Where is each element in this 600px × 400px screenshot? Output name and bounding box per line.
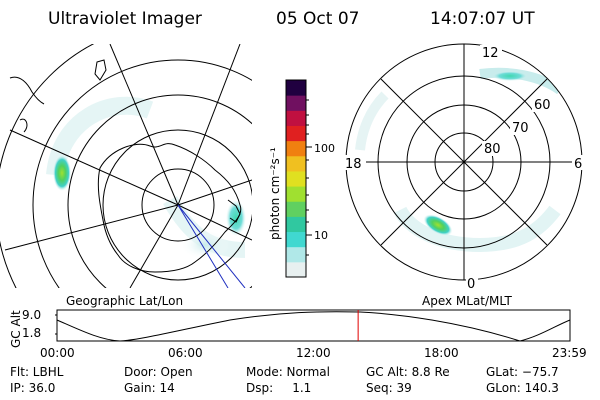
- colorbar-cell: [286, 125, 306, 142]
- status-door: Door: Open: [124, 365, 193, 379]
- latitude-circles: [0, 44, 252, 288]
- mlat-label-70: 70: [512, 121, 529, 136]
- mlt-label-noon: 12: [482, 46, 499, 61]
- island-outline: [94, 59, 107, 81]
- colorbar-cell: [286, 140, 306, 157]
- colorbar-tick-100: 100: [314, 142, 335, 155]
- altitude-tick-min: 1.8: [22, 326, 41, 340]
- mlt-meridians: [346, 44, 582, 280]
- time-tick-0600: 06:00: [168, 346, 203, 360]
- altitude-plot-frame: [56, 309, 571, 342]
- altitude-axis-label: GC Alt: [9, 310, 23, 348]
- status-dsp: Dsp: 1.1: [246, 381, 312, 395]
- altitude-tick-max: 9.0: [22, 308, 41, 322]
- antarctica-coastline: [97, 143, 242, 273]
- status-seq: Seq: 39: [366, 381, 412, 395]
- observation-date: 05 Oct 07: [276, 9, 360, 29]
- colorbar-cell: [286, 261, 306, 278]
- colorbar-tick-10: 10: [314, 229, 328, 242]
- colorbar-cell: [286, 170, 306, 187]
- colorbar-unit-label: photon cm⁻²s⁻¹: [268, 147, 282, 240]
- colorbar-cell: [286, 80, 306, 96]
- south-america-coast: [9, 76, 45, 133]
- aurora-hotspot-dayside: [492, 71, 528, 81]
- altitude-curve: [56, 311, 571, 342]
- altitude-strip: GC Alt 9.0 1.8 00:00 06:00 12:00 18:00 2…: [9, 308, 587, 360]
- orbit-track: [177, 204, 246, 288]
- left-map-caption: Geographic Lat/Lon: [66, 294, 183, 308]
- status-filter: Flt: LBHL: [10, 365, 64, 379]
- meridian-lines: [4, 44, 252, 288]
- geographic-map: [0, 44, 252, 288]
- mlat-label-60: 60: [534, 98, 551, 113]
- colorbar: 100 10 photon cm⁻²s⁻¹: [268, 79, 335, 278]
- time-tick-1800: 18:00: [424, 346, 459, 360]
- colorbar-cell: [286, 110, 306, 126]
- time-tick-2359: 23:59: [552, 346, 587, 360]
- status-gain: Gain: 14: [124, 381, 175, 395]
- colorbar-cell: [286, 231, 306, 248]
- aurora-hotspot-left: [53, 155, 71, 191]
- mlt-label-dusk: 18: [345, 157, 362, 172]
- colorbar-cell: [286, 216, 306, 233]
- right-map-caption: Apex MLat/MLT: [422, 294, 512, 308]
- instrument-title: Ultraviolet Imager: [48, 9, 202, 29]
- status-glat: GLat: −75.7: [486, 365, 559, 379]
- status-glon: GLon: 140.3: [486, 381, 559, 395]
- mlat-label-80: 80: [484, 142, 501, 157]
- apex-map: 12 18 6 0 60 70 80: [342, 43, 586, 292]
- coast-fragment-right: [227, 199, 241, 223]
- colorbar-cell: [286, 201, 306, 217]
- status-gc-alt: GC Alt: 8.8 Re: [366, 365, 450, 379]
- time-tick-0000: 00:00: [40, 346, 75, 360]
- status-mode: Mode: Normal: [246, 365, 330, 379]
- colorbar-cell: [286, 186, 306, 202]
- mlt-label-dawn: 6: [574, 157, 582, 172]
- colorbar-cell: [286, 155, 306, 172]
- mlt-label-midnight: 0: [467, 277, 475, 292]
- time-tick-1200: 12:00: [296, 346, 331, 360]
- status-ip: IP: 36.0: [10, 381, 56, 395]
- colorbar-cell: [286, 95, 306, 111]
- aurora-hotspot-nightside: [423, 214, 453, 236]
- colorbar-cell: [286, 246, 306, 263]
- observation-time: 14:07:07 UT: [430, 9, 535, 29]
